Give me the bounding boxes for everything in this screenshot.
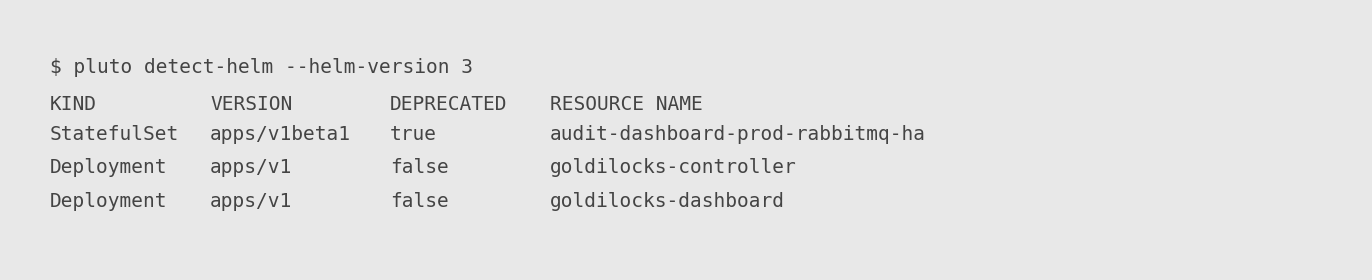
Text: apps/v1: apps/v1 xyxy=(210,158,292,177)
Text: apps/v1beta1: apps/v1beta1 xyxy=(210,125,351,144)
Text: VERSION: VERSION xyxy=(210,95,292,114)
Text: $ pluto detect-helm --helm-version 3: $ pluto detect-helm --helm-version 3 xyxy=(49,58,473,77)
Text: KIND: KIND xyxy=(49,95,97,114)
Text: goldilocks-controller: goldilocks-controller xyxy=(550,158,797,177)
Text: DEPRECATED: DEPRECATED xyxy=(390,95,508,114)
Text: false: false xyxy=(390,158,449,177)
Text: Deployment: Deployment xyxy=(49,192,167,211)
Text: Deployment: Deployment xyxy=(49,158,167,177)
Text: RESOURCE NAME: RESOURCE NAME xyxy=(550,95,702,114)
Text: apps/v1: apps/v1 xyxy=(210,192,292,211)
Text: true: true xyxy=(390,125,438,144)
Text: goldilocks-dashboard: goldilocks-dashboard xyxy=(550,192,785,211)
Text: audit-dashboard-prod-rabbitmq-ha: audit-dashboard-prod-rabbitmq-ha xyxy=(550,125,926,144)
Text: StatefulSet: StatefulSet xyxy=(49,125,180,144)
Text: false: false xyxy=(390,192,449,211)
